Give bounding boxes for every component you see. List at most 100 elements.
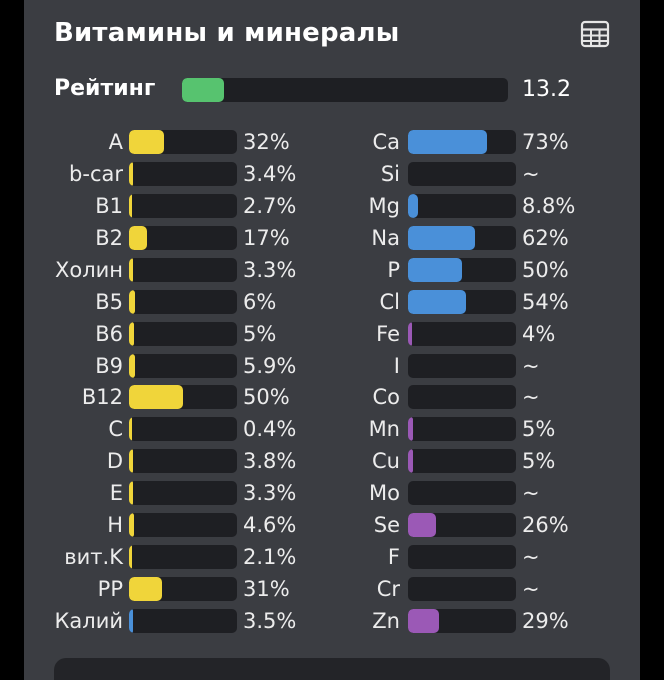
nutrient-name: I	[393, 353, 400, 378]
rating-label: Рейтинг	[54, 76, 156, 101]
nutrient-bar-fill	[408, 321, 413, 346]
nutrient-bar	[408, 577, 516, 602]
nutrient-name: Cl	[379, 289, 401, 314]
nutrient-value: 5%	[522, 417, 556, 442]
nutrient-row: C 0.4%	[24, 413, 324, 445]
nutrient-row: Mn 5%	[274, 413, 574, 445]
nutrient-value: 3.5%	[243, 608, 297, 633]
nutrient-bar	[129, 385, 237, 410]
nutrient-bar-fill	[129, 577, 163, 602]
nutrient-bar	[129, 449, 237, 474]
nutrient-name: b-car	[69, 161, 123, 186]
nutrient-value: 3.3%	[243, 257, 297, 282]
nutrient-value: 62%	[522, 225, 569, 250]
nutrient-name: Zn	[372, 608, 400, 633]
nutrient-row: Cu 5%	[274, 445, 574, 477]
nutrient-bar-fill	[129, 161, 133, 186]
nutrient-row: H 4.6%	[24, 509, 324, 541]
nutrient-bar-fill	[129, 481, 133, 506]
nutrient-value: ~	[522, 545, 540, 570]
nutrient-bar-fill	[408, 513, 437, 538]
nutrient-name: вит.K	[64, 545, 123, 570]
nutrient-value: ~	[522, 385, 540, 410]
nutrient-name: D	[106, 449, 123, 474]
nutrient-bar	[129, 353, 237, 378]
nutrient-bar	[408, 449, 516, 474]
nutrient-bar	[408, 161, 516, 186]
nutrient-row: E 3.3%	[24, 477, 324, 509]
nutrient-row: Si ~	[274, 158, 574, 190]
nutrient-row: Mg 8.8%	[274, 190, 576, 222]
nutrient-value: 3.8%	[243, 449, 297, 474]
nutrient-row: Se 26%	[274, 509, 574, 541]
nutrient-value: 8.8%	[522, 193, 576, 218]
nutrient-bar-fill	[129, 257, 133, 282]
nutrient-bar-fill	[129, 353, 136, 378]
nutrient-name: Co	[372, 385, 400, 410]
nutrient-bar	[408, 193, 516, 218]
table-grid-icon[interactable]	[580, 20, 610, 48]
nutrient-row: b-car 3.4%	[24, 158, 324, 190]
rating-bar-fill	[182, 78, 225, 102]
nutrient-row: B12 50%	[24, 381, 324, 413]
nutrient-bar	[129, 161, 237, 186]
nutrient-name: A	[108, 130, 123, 154]
nutrient-name: P	[387, 257, 400, 282]
nutrient-bar-fill	[129, 608, 133, 633]
next-section-card	[54, 658, 610, 680]
nutrient-value: ~	[522, 161, 540, 186]
nutrient-row: Ca 73%	[274, 126, 574, 158]
nutrient-row: Fe 4%	[274, 318, 574, 350]
nutrient-bar	[129, 417, 237, 442]
nutrient-row: P 50%	[274, 254, 574, 286]
nutrient-bar-fill	[129, 545, 132, 570]
nutrient-bar-fill	[408, 193, 418, 218]
nutrient-name: B9	[95, 353, 123, 378]
nutrient-bar	[129, 257, 237, 282]
nutrient-name: PP	[97, 577, 123, 602]
nutrient-row: Co ~	[274, 381, 574, 413]
nutrient-bar-fill	[408, 289, 467, 314]
nutrient-name: E	[109, 481, 123, 506]
nutrient-value: 29%	[522, 608, 569, 633]
nutrient-bar	[408, 257, 516, 282]
nutrient-bar-fill	[408, 608, 440, 633]
nutrient-bar	[129, 289, 237, 314]
nutrient-bar-fill	[129, 193, 132, 218]
nutrient-bar-fill	[129, 225, 148, 250]
nutrient-value: ~	[522, 353, 540, 378]
nutrient-bar	[129, 545, 237, 570]
nutrient-row: Na 62%	[274, 222, 574, 254]
nutrient-bar-fill	[129, 289, 136, 314]
nutrient-bar	[408, 417, 516, 442]
nutrient-name: B2	[95, 225, 123, 250]
nutrient-name: Mn	[368, 417, 400, 442]
nutrient-bar-fill	[129, 130, 164, 154]
nutrient-name: Mg	[368, 193, 400, 218]
nutrient-bar	[408, 225, 516, 250]
nutrient-value: 5.9%	[243, 353, 297, 378]
nutrient-row: B6 5%	[24, 318, 324, 350]
nutrient-name: Fe	[376, 321, 400, 346]
nutrient-value: ~	[522, 481, 540, 506]
nutrient-value: 2.7%	[243, 193, 297, 218]
nutrient-name: Na	[371, 225, 400, 250]
nutrient-bar	[408, 608, 516, 633]
nutrient-bar	[408, 545, 516, 570]
nutrient-value: 0.4%	[243, 417, 297, 442]
nutrient-row: B9 5.9%	[24, 350, 324, 382]
nutrient-row: B5 6%	[24, 286, 324, 318]
section-title: Витамины и минералы	[54, 18, 400, 48]
nutrient-value: 3.3%	[243, 481, 297, 506]
nutrient-name: F	[387, 545, 400, 570]
nutrient-bar-fill	[129, 513, 134, 538]
rating-value: 13.2	[522, 77, 571, 102]
nutrient-name: C	[108, 417, 123, 442]
nutrient-bar-fill	[408, 257, 462, 282]
nutrient-name: Cr	[376, 577, 400, 602]
nutrient-bar	[129, 225, 237, 250]
nutrient-bar	[408, 513, 516, 538]
rating-bar	[182, 78, 508, 102]
nutrient-value: ~	[522, 577, 540, 602]
nutrient-value: 4%	[522, 321, 556, 346]
